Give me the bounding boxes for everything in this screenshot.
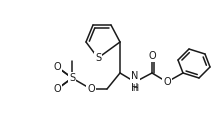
Text: O: O [87, 84, 95, 94]
Text: S: S [69, 73, 75, 83]
Text: O: O [163, 77, 171, 87]
Text: O: O [53, 84, 61, 94]
Text: N: N [131, 71, 139, 81]
Text: N
H: N H [131, 71, 139, 93]
Text: O: O [53, 62, 61, 72]
Text: S: S [95, 53, 101, 63]
Text: H: H [132, 84, 138, 93]
Text: O: O [148, 51, 156, 61]
